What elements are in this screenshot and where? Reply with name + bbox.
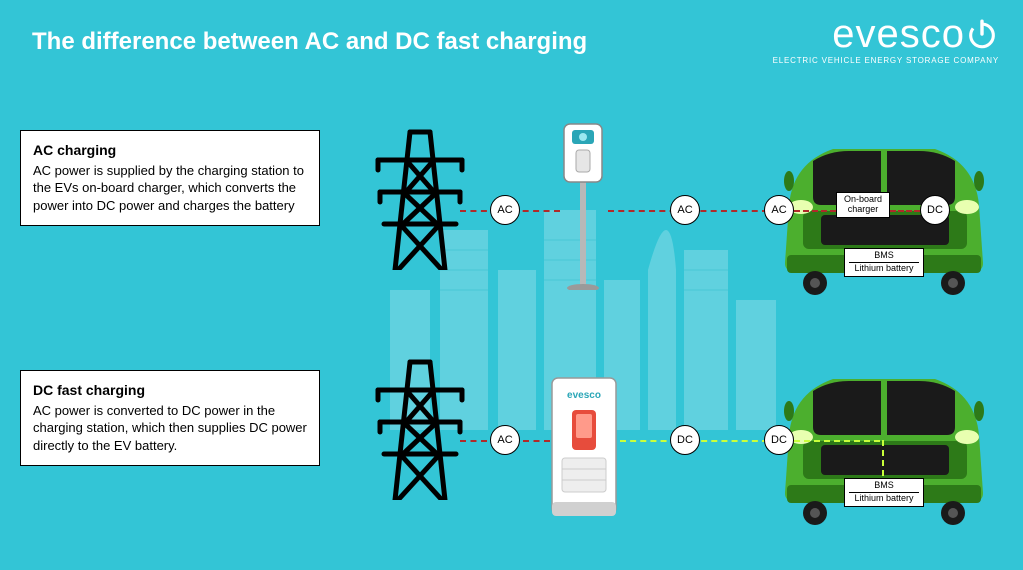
bms-label: BMS Lithium battery bbox=[844, 248, 924, 277]
marker-ac: AC bbox=[490, 195, 520, 225]
plate-line: BMS bbox=[849, 251, 919, 261]
info-heading: DC fast charging bbox=[33, 381, 307, 400]
wire-internal-down bbox=[882, 440, 884, 476]
marker-ac: AC bbox=[670, 195, 700, 225]
page-title: The difference between AC and DC fast ch… bbox=[32, 28, 587, 56]
info-body: AC power is supplied by the charging sta… bbox=[33, 162, 307, 215]
transmission-tower-icon bbox=[370, 120, 470, 270]
logo-word: evesco bbox=[773, 14, 999, 54]
dc-fast-charger-icon: evesco bbox=[548, 372, 620, 522]
plate-line: BMS bbox=[849, 481, 919, 491]
info-body: AC power is converted to DC power in the… bbox=[33, 402, 307, 455]
info-box-dc: DC fast charging AC power is converted t… bbox=[20, 370, 320, 466]
info-box-ac: AC charging AC power is supplied by the … bbox=[20, 130, 320, 226]
power-icon bbox=[965, 17, 999, 51]
onboard-charger-label: On-board charger bbox=[836, 192, 890, 218]
logo-text: evesco bbox=[832, 12, 965, 56]
plate-line: Lithium battery bbox=[849, 492, 919, 504]
charger-brand: evesco bbox=[567, 390, 601, 401]
wire-internal bbox=[794, 440, 880, 442]
row-ac-charging: AC charging AC power is supplied by the … bbox=[0, 120, 1023, 310]
wire-internal bbox=[794, 210, 836, 212]
info-heading: AC charging bbox=[33, 141, 307, 160]
logo-tagline: ELECTRIC VEHICLE ENERGY STORAGE COMPANY bbox=[773, 56, 999, 65]
bms-label: BMS Lithium battery bbox=[844, 478, 924, 507]
marker-dc: DC bbox=[920, 195, 950, 225]
ac-charger-icon bbox=[558, 120, 608, 290]
wire-internal bbox=[890, 210, 920, 212]
marker-dc: DC bbox=[670, 425, 700, 455]
transmission-tower-icon bbox=[370, 350, 470, 500]
marker-ac: AC bbox=[764, 195, 794, 225]
row-dc-charging: DC fast charging AC power is converted t… bbox=[0, 350, 1023, 540]
brand-logo: evesco ELECTRIC VEHICLE ENERGY STORAGE C… bbox=[773, 14, 999, 65]
marker-ac: AC bbox=[490, 425, 520, 455]
marker-dc: DC bbox=[764, 425, 794, 455]
plate-line: Lithium battery bbox=[849, 262, 919, 274]
